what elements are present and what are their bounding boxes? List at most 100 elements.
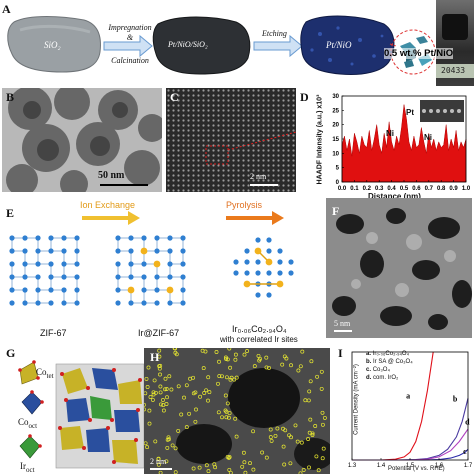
panel-e-step2: Pyrolysis: [226, 200, 263, 210]
co-site: [128, 300, 134, 306]
co-site: [277, 259, 283, 265]
ir-atom-marker: [275, 426, 280, 431]
ir-atom-marker: [191, 466, 196, 471]
product-structure: [233, 237, 294, 298]
ir-atom-marker: [227, 455, 232, 460]
ir-atom-marker: [158, 390, 163, 395]
tem-particles: [6, 88, 162, 192]
panel-e-cap3-sub: with correlated Ir sites: [220, 335, 298, 344]
co-site: [255, 270, 261, 276]
ir-atom-marker: [145, 445, 150, 450]
y-tick-label: 15: [332, 137, 339, 143]
co-tet-sub: tet: [46, 371, 54, 380]
panel-h-scale-text: 2 nm: [150, 457, 167, 466]
ir-oct-sub: oct: [26, 465, 35, 474]
co-site: [141, 274, 147, 280]
ir-atom-marker: [264, 455, 269, 460]
ir-atom-marker: [307, 389, 312, 394]
panel-h-haadf: [144, 348, 330, 474]
ir-atom-marker: [281, 426, 285, 431]
ir-atom-marker: [164, 387, 169, 391]
intensity-profile-area: [341, 104, 467, 183]
panel-f-scalebar: [334, 330, 352, 332]
legend-row-c: c. Co₃O₄: [366, 366, 413, 374]
co-site: [48, 274, 54, 280]
label-ni-left: Ni: [386, 129, 394, 138]
co-site: [167, 235, 173, 241]
ir-atom-marker: [226, 415, 231, 420]
x-tick-label: 1.3: [348, 463, 357, 469]
ir-site: [140, 247, 148, 255]
co-site: [48, 261, 54, 267]
y-tick-label: 0: [336, 180, 340, 186]
co-site: [141, 300, 147, 306]
balance-reading: 20433: [441, 66, 466, 75]
co-site: [61, 235, 67, 241]
ir-atom-marker: [228, 365, 233, 370]
co-site: [115, 300, 121, 306]
ir-atom-marker: [299, 440, 304, 445]
co-site: [244, 248, 250, 254]
ir-oct-polyhedron: [19, 435, 41, 459]
ir-atom-marker: [321, 446, 326, 451]
ir-atom-marker: [256, 353, 261, 358]
panel-i-xlabel: Potential (V vs. RHE): [388, 466, 445, 472]
y-tick-label: 10: [332, 151, 339, 157]
co-tet-label: Cotet: [36, 367, 54, 380]
panel-b-scalebar: [100, 184, 148, 186]
ir-atom-marker: [240, 464, 245, 469]
x-tick-label: 0.9: [449, 186, 458, 192]
inset-atom: [450, 109, 454, 113]
x-tick-label: 0.8: [437, 186, 446, 192]
ir-atom-marker: [206, 375, 211, 380]
ir-atom-marker: [308, 417, 313, 422]
co-site: [277, 248, 283, 254]
ir-site: [127, 286, 135, 294]
ir-atom-marker: [248, 461, 252, 466]
ir-atom-marker: [206, 469, 211, 474]
ir-atom-marker: [307, 465, 311, 470]
curve-label-a: a: [406, 391, 410, 400]
ir-atom-marker: [306, 437, 311, 441]
co-site: [22, 261, 28, 267]
ir-atom-marker: [281, 444, 286, 449]
ir-atom-marker: [309, 359, 314, 364]
ir-atom-marker: [243, 470, 248, 474]
mid-label: Pt/NiO/SiO₂: [168, 40, 208, 49]
x-tick-label: 0.7: [425, 186, 434, 192]
ir-atom-marker: [303, 398, 308, 403]
label-ni-right: Ni: [424, 133, 432, 142]
y-tick-label: 30: [332, 94, 339, 100]
co-site: [141, 287, 147, 293]
co-site: [255, 237, 261, 243]
co-site: [115, 235, 121, 241]
ir-site: [254, 247, 262, 255]
ir-atom-marker: [202, 391, 207, 395]
ir-atom-marker: [216, 410, 221, 415]
ir-zif67-lattice: [115, 235, 186, 306]
ir-atom-marker: [184, 383, 189, 388]
co-site: [35, 248, 41, 254]
co-site: [35, 300, 41, 306]
co-site: [61, 274, 67, 280]
ir-atom-marker: [233, 357, 238, 362]
ir-atom-marker: [322, 415, 327, 420]
panel-g-label: G: [6, 346, 16, 360]
panel-e-cap2: Ir@ZIF-67: [138, 328, 180, 338]
co-site: [35, 287, 41, 293]
co-site: [115, 287, 121, 293]
co-site: [48, 287, 54, 293]
ir-atom-marker: [156, 457, 161, 461]
ir-atom-marker: [153, 439, 158, 444]
x-tick-label: 1.0: [462, 186, 471, 192]
co-site: [180, 235, 186, 241]
co-site: [115, 248, 121, 254]
co-site: [22, 248, 28, 254]
ir-atom-marker: [161, 408, 166, 413]
co-oct-text: Co: [18, 417, 29, 427]
pt-nio-sio2-particle: [152, 16, 251, 75]
ir-atom-marker: [184, 425, 189, 430]
ir-atom-marker: [228, 470, 233, 474]
ir-atom-marker: [282, 462, 287, 467]
ir-atom-marker: [158, 372, 162, 377]
